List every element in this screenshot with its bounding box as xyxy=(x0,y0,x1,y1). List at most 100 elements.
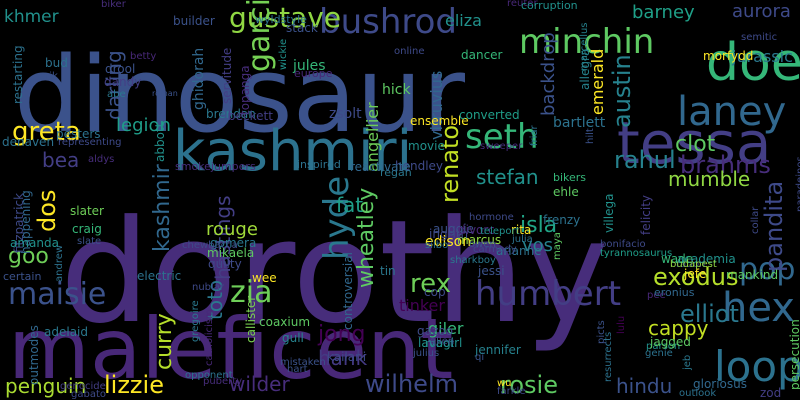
word-stefan: stefan xyxy=(476,164,539,189)
word-felicity: felicity xyxy=(639,194,653,235)
word-loop: loop xyxy=(714,341,800,391)
word-emerald: emerald xyxy=(588,48,607,115)
word-marcellus: marcellus xyxy=(579,22,590,71)
word-regan: regan xyxy=(380,165,412,179)
word-chewbacca: chewbacca xyxy=(182,239,238,251)
word-villega: villega xyxy=(602,193,616,233)
word-budapest: budapest xyxy=(670,258,717,270)
word-bikers: bikers xyxy=(553,170,587,184)
word-pee: pee xyxy=(647,289,666,301)
word-parson: parson xyxy=(646,340,681,352)
word-genocide: genocide xyxy=(60,380,106,392)
word-marcus: marcus xyxy=(457,233,502,248)
word-julius: julius xyxy=(413,347,440,359)
word-frenzy: frenzy xyxy=(543,213,581,228)
word-jagged: jagged xyxy=(650,335,691,350)
word-rouge: rouge xyxy=(206,219,258,241)
word-slate: slate xyxy=(77,235,102,247)
word-owen: owen xyxy=(469,238,496,250)
word-hex: hex xyxy=(722,285,795,332)
word-opponent: opponent xyxy=(185,369,233,381)
word-pesters: pesters xyxy=(56,127,101,142)
word-maya: maya xyxy=(552,232,563,260)
word-jefe: jefe xyxy=(684,267,707,282)
word-elliot: elliot xyxy=(680,300,739,329)
word-hart: hart xyxy=(287,363,308,375)
word-khmer: khmer xyxy=(4,7,59,28)
word-rita: rita xyxy=(511,223,532,238)
word-jong: jong xyxy=(318,321,366,347)
word-cop: cop xyxy=(424,285,446,300)
word-wyldstyle: wyldstyle xyxy=(255,12,307,26)
word-online: online xyxy=(394,45,425,57)
word-penguin: penguin xyxy=(5,373,87,398)
word-representing: representing xyxy=(58,136,122,148)
word-auggie: auggie xyxy=(433,222,474,237)
word-paradeinos: paradeinos xyxy=(795,156,800,212)
word-inspired: inspired xyxy=(297,157,341,171)
word-tin: tin xyxy=(380,264,396,279)
word-callister: callister xyxy=(244,295,258,343)
word-lizzie: lizzie xyxy=(104,371,164,400)
word-biker: biker xyxy=(101,0,126,10)
word-curry: curry xyxy=(152,313,177,370)
word-stack: stack xyxy=(286,21,318,36)
word-zsolt: zsolt xyxy=(329,105,362,122)
word-sharkboy: sharkboy xyxy=(450,254,496,266)
word-semitic: semitic xyxy=(741,31,778,43)
word-hendley: hendley xyxy=(395,159,444,174)
word-dos: dos xyxy=(33,189,61,232)
word-dorothy: dorothy xyxy=(60,189,609,355)
word-maisie: maisie xyxy=(8,277,107,313)
word-ration: ration xyxy=(676,258,706,270)
word-abe: abe xyxy=(107,88,126,100)
word-andrew: andrew xyxy=(54,244,65,282)
word-greta: greta xyxy=(12,116,81,147)
word-betty: betty xyxy=(130,50,157,62)
word-robot: robot xyxy=(425,336,455,350)
word-bartlett: bartlett xyxy=(553,114,606,131)
word-brendan: brendan xyxy=(206,107,256,122)
word-hindu: hindu xyxy=(616,373,673,398)
word-pandita: pandita xyxy=(760,180,788,272)
word-smokejumpers: smokejumpers xyxy=(175,159,256,173)
word-farkle: farkle xyxy=(497,385,526,397)
word-hank: hank xyxy=(318,345,368,370)
word-maleficent: maleficent xyxy=(8,300,454,399)
word-gustave: gustave xyxy=(229,1,342,35)
word-rahul: rahul xyxy=(614,146,676,175)
word-hick: hick xyxy=(382,81,411,98)
word-kailani: kailani xyxy=(327,350,367,365)
word-ingrith: ingrith xyxy=(429,227,469,242)
word-fat: fat xyxy=(336,192,364,217)
word-brahms: brahms xyxy=(680,151,771,180)
word-edison: edison xyxy=(425,233,472,250)
word-carmody: carmody xyxy=(473,243,517,255)
word-wilhelm: wilhelm xyxy=(365,370,458,399)
word-reactivate: reactivate xyxy=(350,160,411,175)
word-gregoire: gregoire xyxy=(190,300,201,342)
word-jessi: jessi xyxy=(478,264,505,279)
word-coaxium: coaxium xyxy=(259,315,311,330)
word-jennifer: jennifer xyxy=(475,343,521,358)
word-minchin: minchin xyxy=(519,22,655,63)
word-isla: isla xyxy=(520,212,558,238)
word-lavagirl: lavagirl xyxy=(418,336,463,351)
word-movie: movie xyxy=(408,139,445,154)
word-clot: clot xyxy=(675,131,716,157)
word-amanda: amanda xyxy=(10,236,59,251)
word-kashmiri: kashmiri xyxy=(173,119,413,185)
word-servitude: servitude xyxy=(220,47,234,104)
word-vos: vos xyxy=(522,235,554,257)
word-divorc: divorc xyxy=(458,223,495,238)
word-ghidorah: ghidorah xyxy=(191,47,207,110)
word-allen: allen xyxy=(430,335,455,347)
word-collar: collar xyxy=(750,206,761,234)
word-pop: pop xyxy=(739,252,796,288)
word-gomera: gomera xyxy=(210,236,257,251)
word-mankind: mankind xyxy=(726,268,779,283)
word-wilder: wilder xyxy=(229,371,290,396)
word-craig: craig xyxy=(72,222,102,237)
word-kashmir: kashmir xyxy=(150,164,175,252)
word-bonifacio: bonifacio xyxy=(600,238,646,250)
